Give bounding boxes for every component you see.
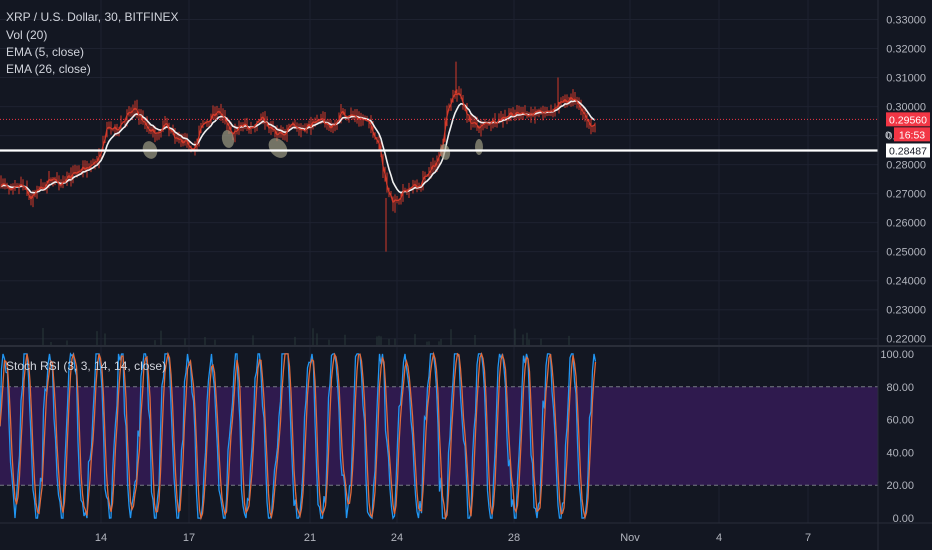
highlight-ellipse — [439, 144, 451, 160]
price-tick-label: 0.23000 — [886, 305, 926, 317]
price-tick-label: 0.30000 — [886, 102, 926, 114]
price-tick-label: 0.25000 — [886, 247, 926, 259]
highlight-ellipse — [268, 138, 288, 158]
stoch-tick-label: 40.00 — [886, 447, 914, 459]
highlight-ellipse — [475, 139, 483, 155]
price-tick-label: 0.22000 — [886, 334, 926, 346]
price-tick-label: 0.33000 — [886, 15, 926, 27]
time-tick-label: Nov — [620, 532, 640, 544]
stoch-axis[interactable]: 100.00 80.00 60.00 40.00 20.00 0.00 — [880, 349, 914, 525]
highlight-marks — [142, 130, 483, 160]
indicator-ema-fast[interactable]: EMA (5, close) — [6, 45, 85, 59]
current-price-tag: 0.29560 — [889, 114, 927, 126]
countdown-tag-bg — [894, 127, 930, 142]
stoch-tick-label: 100.00 — [880, 349, 914, 361]
time-tick-label: 21 — [304, 532, 316, 544]
price-axis[interactable]: 0.330000.320000.310000.300000.290000.280… — [886, 15, 926, 346]
price-tick-label: 0.26000 — [886, 218, 926, 230]
line-price-tag-bg — [886, 143, 930, 158]
countdown-tag: 16:53 — [899, 129, 925, 141]
horizontal-line[interactable] — [0, 118, 878, 152]
stoch-tick-label: 80.00 — [886, 382, 914, 394]
time-tick-label: 17 — [183, 532, 195, 544]
price-tick-label: 0.24000 — [886, 276, 926, 288]
indicator-stoch-rsi[interactable]: Stoch RSI (3, 3, 14, 14, close) — [6, 359, 167, 373]
countdown-prefix: 0 — [885, 129, 891, 141]
stoch-tick-label: 0.00 — [893, 513, 914, 525]
time-tick-label: 14 — [95, 532, 107, 544]
time-axis[interactable]: 14 17 21 24 28 Nov 4 7 — [95, 532, 811, 544]
line-price-tag: 0.28487 — [889, 145, 927, 157]
price-tags: 0.29560 16:53 0 0.28487 — [885, 112, 930, 158]
indicator-ema-slow[interactable]: EMA (26, close) — [6, 62, 91, 76]
ema-slow-line — [0, 92, 596, 204]
stoch-rsi-lines — [0, 351, 597, 521]
stoch-tick-label: 20.00 — [886, 480, 914, 492]
price-series — [0, 61, 596, 252]
price-tick-label: 0.28000 — [886, 160, 926, 172]
price-tick-label: 0.31000 — [886, 73, 926, 85]
stoch-tick-label: 60.00 — [886, 415, 914, 427]
current-price-tag-bg — [886, 112, 930, 127]
symbol-title[interactable]: XRP / U.S. Dollar, 30, BITFINEX — [6, 10, 179, 24]
price-tick-label: 0.27000 — [886, 189, 926, 201]
stoch-d-line — [0, 351, 597, 521]
highlight-ellipse — [221, 130, 235, 148]
time-tick-label: 28 — [508, 532, 520, 544]
time-tick-label: 24 — [391, 532, 403, 544]
indicator-volume[interactable]: Vol (20) — [6, 28, 48, 42]
price-tick-label: 0.32000 — [886, 44, 926, 56]
time-tick-label: 4 — [716, 532, 722, 544]
time-tick-label: 7 — [805, 532, 811, 544]
